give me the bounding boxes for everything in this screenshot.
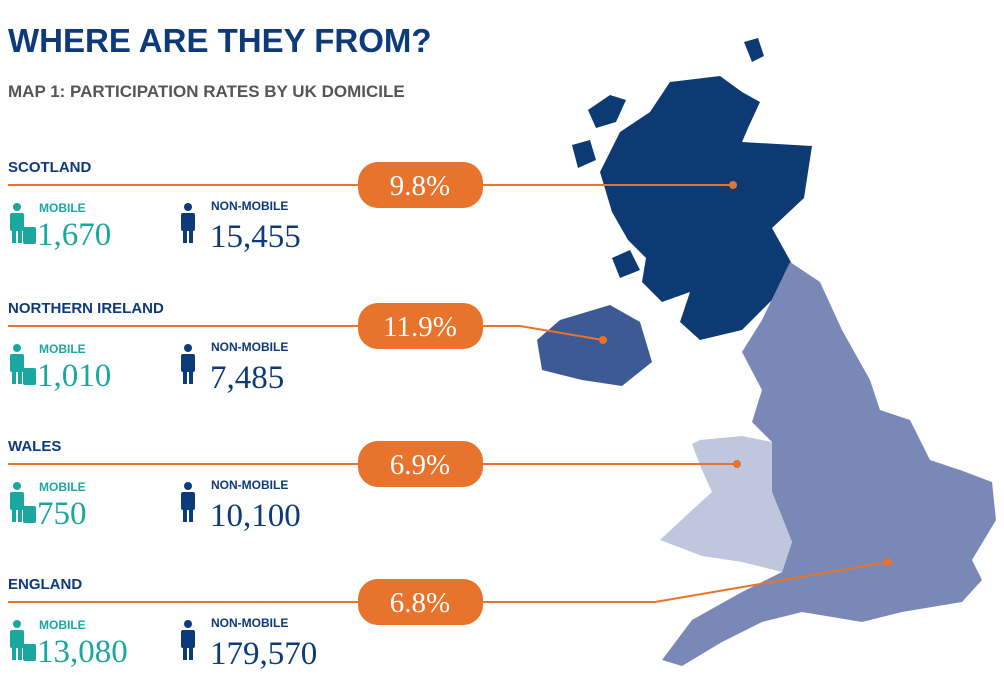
non-mobile-count: 179,570 xyxy=(210,636,317,672)
non-mobile-label: NON-MOBILE xyxy=(211,199,288,213)
mobile-icon xyxy=(10,482,36,523)
rate-pill xyxy=(358,579,483,625)
icon-suitcase xyxy=(23,644,36,661)
map xyxy=(537,38,996,666)
title: WHERE ARE THEY FROM? xyxy=(8,22,432,59)
icon-head xyxy=(13,620,21,628)
icon-leg xyxy=(183,508,187,522)
mobile-icon xyxy=(10,620,36,661)
icon-leg xyxy=(18,370,22,384)
non-mobile-icon xyxy=(181,344,195,384)
non-mobile-icon xyxy=(181,482,195,522)
mobile-label: MOBILE xyxy=(39,618,86,632)
scotland xyxy=(600,76,812,340)
subtitle: MAP 1: PARTICIPATION RATES BY UK DOMICIL… xyxy=(8,82,405,101)
northern-ireland xyxy=(537,305,652,386)
icon-head xyxy=(184,620,192,628)
icon-head xyxy=(184,203,192,211)
icon-head xyxy=(184,482,192,490)
mobile-label: MOBILE xyxy=(39,201,86,215)
region-name: NORTHERN IRELAND xyxy=(8,300,164,317)
mobile-count: 13,080 xyxy=(37,634,128,670)
leader-line xyxy=(8,561,889,603)
icon-body xyxy=(181,213,195,231)
rate: 6.9% xyxy=(390,449,450,481)
rate-pill xyxy=(358,441,483,487)
icon-leg xyxy=(18,646,22,660)
scotland-island xyxy=(572,140,596,168)
non-mobile-count: 10,100 xyxy=(210,498,301,534)
rate-pill xyxy=(358,162,483,208)
mobile-count: 1,670 xyxy=(37,217,111,253)
non-mobile-count: 15,455 xyxy=(210,219,301,255)
mobile-label: MOBILE xyxy=(39,480,86,494)
icon-leg xyxy=(189,229,193,243)
region-name: SCOTLAND xyxy=(8,159,91,176)
icon-suitcase xyxy=(23,227,36,244)
england xyxy=(662,262,996,666)
icon-leg xyxy=(12,508,16,522)
icon-head xyxy=(13,203,21,211)
region-dot xyxy=(884,558,892,566)
rate: 11.9% xyxy=(383,311,457,343)
icon-leg xyxy=(189,508,193,522)
icon-leg xyxy=(18,229,22,243)
icon-suitcase xyxy=(23,506,36,523)
icon-leg xyxy=(189,370,193,384)
icon-body xyxy=(181,492,195,510)
mobile-count: 1,010 xyxy=(37,358,111,394)
mobile-label: MOBILE xyxy=(39,342,86,356)
icon-leg xyxy=(12,370,16,384)
non-mobile-icon xyxy=(181,620,195,660)
non-mobile-count: 7,485 xyxy=(210,360,284,396)
scotland-island xyxy=(744,38,764,62)
icon-leg xyxy=(183,646,187,660)
icon-leg xyxy=(12,229,16,243)
region-dot xyxy=(733,460,741,468)
non-mobile-label: NON-MOBILE xyxy=(211,478,288,492)
icon-body xyxy=(10,213,24,231)
icon-leg xyxy=(183,370,187,384)
scotland-island xyxy=(588,95,626,128)
icon-body xyxy=(181,630,195,648)
icon-suitcase xyxy=(23,368,36,385)
icon-head xyxy=(13,482,21,490)
icon-head xyxy=(13,344,21,352)
icon-leg xyxy=(183,229,187,243)
mobile-icon xyxy=(10,344,36,385)
region-dot xyxy=(599,336,607,344)
mobile-icon xyxy=(10,203,36,244)
leader-line xyxy=(8,325,604,341)
icon-leg xyxy=(12,646,16,660)
scotland-island xyxy=(612,250,640,278)
region-dot xyxy=(729,181,737,189)
wales xyxy=(660,436,792,572)
rate: 9.8% xyxy=(390,170,450,202)
non-mobile-label: NON-MOBILE xyxy=(211,616,288,630)
icon-body xyxy=(10,492,24,510)
icon-body xyxy=(10,630,24,648)
region-name: ENGLAND xyxy=(8,576,82,593)
icon-body xyxy=(10,354,24,372)
mobile-count: 750 xyxy=(37,496,87,532)
icon-leg xyxy=(189,646,193,660)
icon-body xyxy=(181,354,195,372)
rate-pill xyxy=(358,303,483,349)
non-mobile-icon xyxy=(181,203,195,243)
icon-leg xyxy=(18,508,22,522)
region-name: WALES xyxy=(8,438,61,455)
icon-head xyxy=(184,344,192,352)
non-mobile-label: NON-MOBILE xyxy=(211,340,288,354)
rate: 6.8% xyxy=(390,587,450,619)
